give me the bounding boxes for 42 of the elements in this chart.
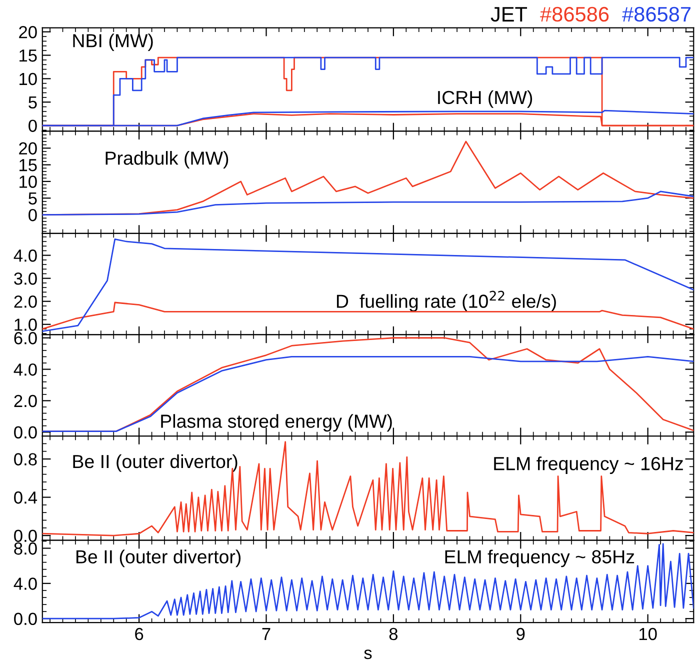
x-tick-label: 10	[639, 628, 657, 640]
y-tick-label: 4.0	[14, 249, 37, 262]
series-label: #86587	[622, 6, 690, 22]
annotation: ICRH (MW)	[438, 90, 532, 108]
x-tick-label: 8	[389, 628, 398, 640]
y-tick-label: 0	[28, 120, 37, 132]
x-tick-label: 6	[135, 628, 144, 640]
y-tick-label: 2.0	[14, 296, 37, 308]
annotation: ELM frequency ~ 85Hz	[445, 550, 634, 568]
y-tick-label: 0.0	[14, 530, 37, 542]
annotation: Be II (outer divertor)	[76, 550, 241, 568]
y-tick-label: 2.0	[14, 394, 37, 408]
annotation: Pradbulk (MW)	[106, 151, 228, 169]
y-tick-label: 5	[28, 96, 37, 109]
y-tick-label: 0.0	[14, 612, 37, 626]
y-tick-label: 15	[20, 50, 37, 62]
y-tick-label: 0.8	[14, 453, 37, 466]
series-label: #86586	[540, 6, 609, 22]
annotation: D fuelling rate (10$^{22}$ ele/s)	[336, 290, 556, 312]
y-tick-label: 1.0	[14, 318, 37, 331]
annotation: Plasma stored energy (MW)	[161, 414, 392, 432]
y-tick-label: 10	[20, 176, 37, 188]
y-tick-label: 20	[19, 26, 37, 38]
annotation: NBI (MW)	[73, 34, 153, 52]
x-axis-title: s	[364, 650, 372, 660]
annotation: Be II (outer divertor)	[73, 454, 238, 472]
y-tick-label: 5	[28, 192, 37, 205]
y-tick-label: 10	[20, 72, 37, 86]
y-tick-label: 20	[19, 142, 37, 155]
y-tick-label: 0.4	[14, 491, 38, 504]
y-tick-label: 8.0	[14, 542, 37, 555]
y-tick-label: 15	[20, 159, 37, 172]
chart-title: JET	[490, 7, 528, 22]
annotation: ELM frequency ~ 16Hz	[494, 456, 683, 474]
y-tick-label: 4.0	[14, 363, 37, 376]
y-tick-label: 3.0	[14, 272, 37, 285]
x-tick-label: 7	[262, 628, 270, 640]
y-tick-label: 0.0	[14, 426, 37, 439]
y-tick-label: 0	[28, 208, 37, 222]
y-tick-label: 4.0	[14, 578, 37, 590]
y-tick-label: 6.0	[14, 332, 37, 344]
x-tick-label: 9	[516, 628, 525, 640]
